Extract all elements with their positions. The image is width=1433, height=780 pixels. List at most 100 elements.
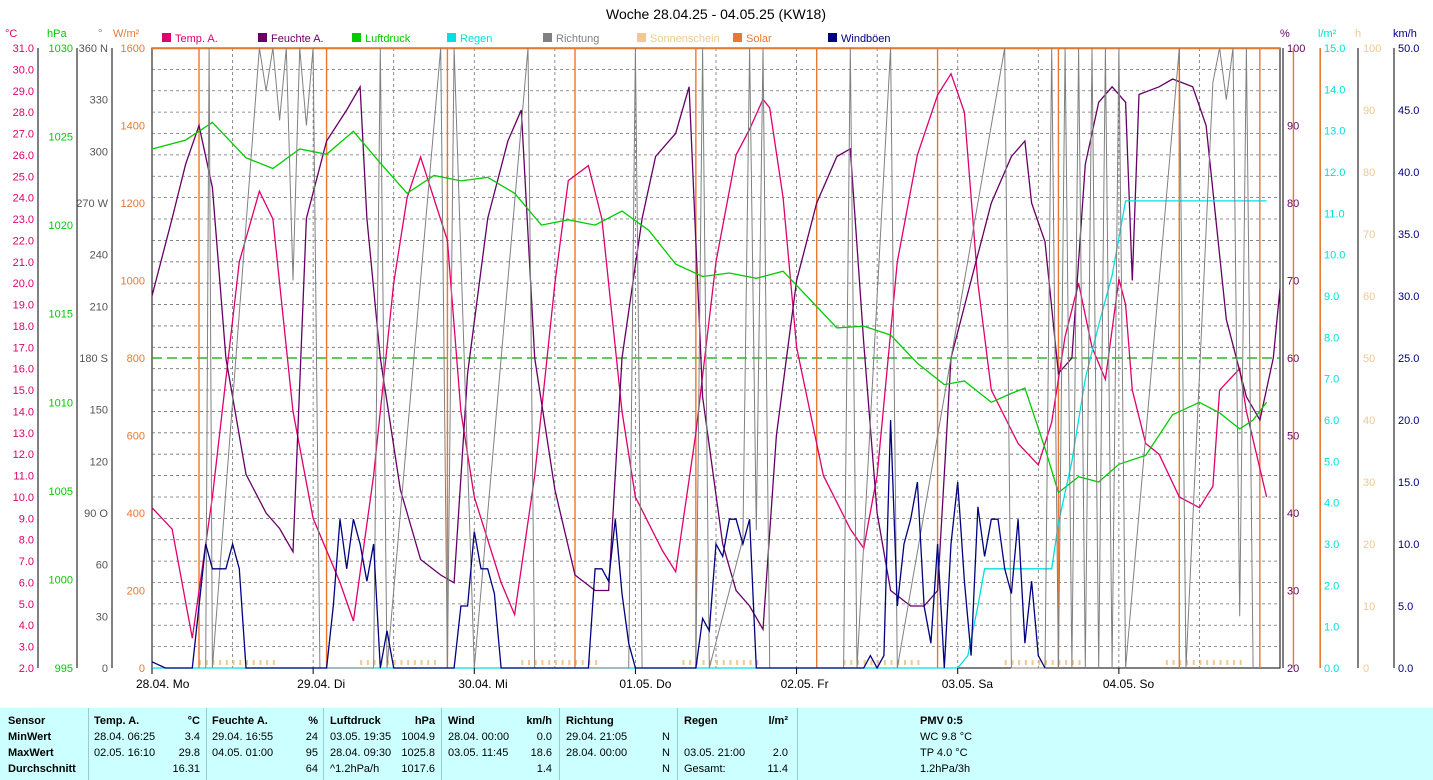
sunshine-bar	[541, 660, 544, 665]
axis-unit: W/m²	[113, 28, 140, 40]
stats-value: 1017.6	[401, 763, 435, 775]
sunshine-bar	[870, 660, 873, 665]
axis-unit: °	[98, 28, 102, 40]
sunshine-bar	[1192, 660, 1195, 665]
sunshine-bar	[219, 660, 222, 665]
temp-tick: 16.0	[13, 364, 34, 376]
sunshine-bar	[850, 660, 853, 665]
stats-row-label: MinWert	[8, 731, 52, 743]
sunshine-bar	[554, 660, 557, 665]
sunshine-bar	[883, 660, 886, 665]
sunshine-bar	[548, 660, 551, 665]
axes: 31.0 30.0 29.0 28.0 27.0 26.0 25.0 24.0 23.0 22.0…	[13, 43, 1420, 675]
stats-value: 16.31	[172, 763, 200, 775]
rain-tick: 9.0	[1324, 291, 1339, 303]
series-line	[151, 72, 1268, 639]
direction-tick: 330	[90, 95, 108, 107]
wind-tick: 25.0	[1398, 353, 1419, 365]
wind-tick: 35.0	[1398, 229, 1419, 241]
rain-tick: 3.0	[1324, 539, 1339, 551]
axis-unit: km/h	[1393, 28, 1417, 40]
stats-header: Wind	[448, 715, 475, 727]
legend-label: Sonnenschein	[650, 33, 720, 45]
stats-separator	[206, 708, 207, 780]
temp-tick: 17.0	[13, 342, 34, 354]
temp-tick: 29.0	[13, 86, 34, 98]
sunshine-bar	[373, 660, 376, 665]
sunshine-bar	[1011, 660, 1014, 665]
stats-time: Gesamt:	[684, 763, 726, 775]
stats-header: hPa	[414, 715, 435, 727]
sunshine-bar	[1078, 660, 1081, 665]
sunshine-bar	[1226, 660, 1229, 665]
temp-tick: 28.0	[13, 107, 34, 119]
stats-time: 03.05. 19:35	[330, 731, 392, 743]
stats-value: 1025.8	[401, 747, 435, 759]
wind-tick: 10.0	[1398, 539, 1419, 551]
axis-unit: °C	[5, 28, 17, 40]
temp-tick: 22.0	[13, 235, 34, 247]
direction-tick: 150	[90, 405, 108, 417]
wind-tick: 15.0	[1398, 477, 1419, 489]
sunshine-bar	[575, 660, 577, 665]
sunshine-bar	[1186, 660, 1188, 665]
sunshine-bar	[843, 660, 846, 665]
temp-tick: 5.0	[19, 599, 34, 611]
sunshine-bar	[232, 660, 235, 665]
pressure-tick: 1020	[49, 220, 73, 232]
stats-separator	[797, 708, 798, 780]
stats-time: 03.05. 21:00	[684, 747, 746, 759]
sunshine-bar	[702, 660, 705, 665]
rain-tick: 13.0	[1324, 126, 1345, 138]
legend-swatch	[258, 33, 267, 42]
temp-tick: 18.0	[13, 321, 34, 333]
sunshine-bar	[857, 660, 859, 665]
rain-tick: 1.0	[1324, 622, 1339, 634]
sunshine-bar	[910, 660, 913, 665]
wind-tick: 5.0	[1398, 601, 1413, 613]
wind-tick: 50.0	[1398, 43, 1419, 55]
series-line	[205, 47, 1254, 669]
sunshine-bar	[1045, 660, 1047, 665]
stats-header: PMV 0:5	[920, 715, 963, 727]
sunshine-bar	[205, 660, 208, 665]
stats-header: °C	[187, 715, 200, 727]
pressure-tick: 995	[55, 663, 73, 675]
temp-tick: 26.0	[13, 150, 34, 162]
stats-time: 03.05. 11:45	[448, 747, 509, 759]
direction-tick: 270 W	[76, 198, 108, 210]
rain-tick: 0.0	[1324, 663, 1339, 675]
stats-table: Sensor Temp. A. °C Feuchte A.% Luftdruck hPa W…	[0, 708, 1433, 780]
pressure-tick: 1005	[49, 486, 73, 498]
sunshine-bar	[742, 660, 745, 665]
stats-time: 29.04. 16:55	[212, 731, 274, 743]
rain-tick: 12.0	[1324, 167, 1345, 179]
stats-value: 11.4	[767, 763, 788, 775]
stats-value: N	[662, 747, 670, 759]
sunshine-bar	[427, 660, 430, 665]
sunshine-bar	[917, 660, 920, 665]
temp-tick: 20.0	[13, 278, 34, 290]
axis-unit: h	[1355, 28, 1361, 40]
sunshine-bar	[756, 660, 759, 665]
stats-header: Regen	[684, 715, 718, 727]
sunshine-bar	[877, 660, 880, 665]
series-layer	[151, 47, 1321, 670]
sunshine-bar	[1172, 660, 1175, 665]
temp-tick: 15.0	[13, 385, 34, 397]
temp-tick: 27.0	[13, 129, 34, 141]
solar-tick: 0	[139, 663, 145, 675]
solar-tick: 1600	[121, 43, 145, 55]
stats-row-label: Durchschnitt	[8, 763, 76, 775]
series-line	[151, 78, 1281, 632]
stats-value: 24	[305, 731, 318, 743]
direction-tick: 360 N	[79, 43, 108, 55]
sunshine-bar	[528, 660, 530, 665]
day-label: 02.05. Fr	[781, 677, 829, 691]
day-label: 03.05. Sa	[942, 677, 994, 691]
pressure-tick: 1025	[49, 132, 73, 144]
day-label: 01.05. Do	[619, 677, 671, 691]
solar-tick: 1200	[121, 198, 145, 210]
direction-tick: 300	[90, 146, 108, 158]
rain-tick: 14.0	[1324, 84, 1345, 96]
